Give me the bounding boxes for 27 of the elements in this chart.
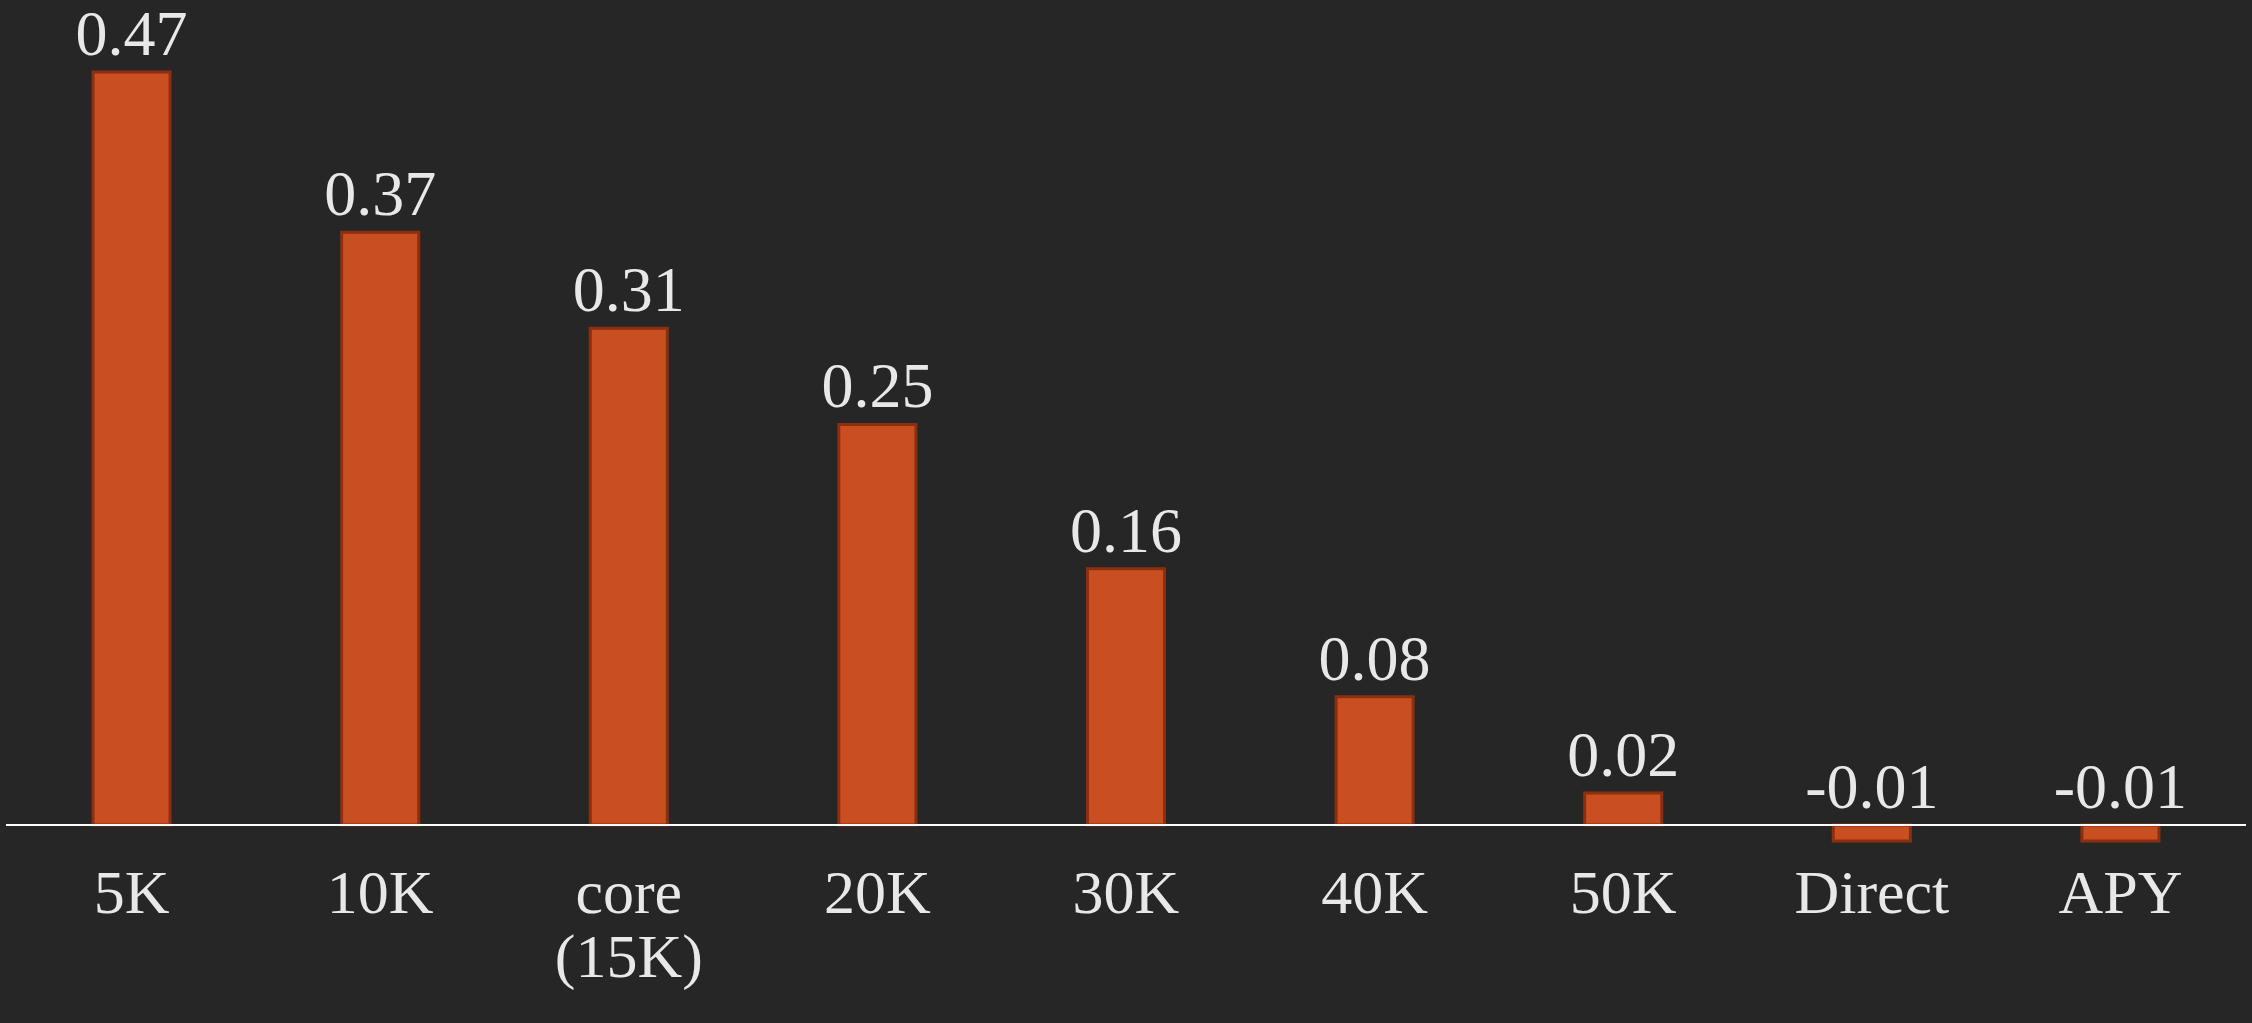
bar (837, 422, 918, 827)
data-label: 0.02 (1567, 718, 1680, 790)
x-tick-label: 5K (93, 857, 170, 926)
x-tick-label: 10K (326, 857, 434, 926)
bar (91, 70, 172, 827)
bar (588, 326, 669, 827)
data-label: 0.37 (324, 158, 437, 230)
x-tick-label: 20K (824, 857, 931, 926)
bar (2080, 823, 2161, 843)
data-label: 0.31 (572, 254, 685, 326)
bar (1831, 823, 1912, 843)
bar (1085, 567, 1167, 827)
data-label: -0.01 (2053, 750, 2188, 822)
data-label: 0.47 (75, 0, 188, 69)
bar (340, 230, 421, 827)
data-label: 0.16 (1070, 494, 1182, 566)
x-tick-label: 50K (1569, 857, 1677, 926)
x-tick-label: 40K (1321, 857, 1429, 926)
x-tick-label: core (15K) (554, 857, 703, 991)
data-label: 0.25 (821, 350, 934, 422)
bar (1583, 791, 1664, 827)
x-tick-label: APY (2058, 857, 2183, 926)
bar (1334, 695, 1415, 827)
x-tick-label: 30K (1072, 857, 1180, 926)
data-label: 0.08 (1318, 622, 1431, 694)
data-label: -0.01 (1805, 750, 1939, 822)
x-tick-label: Direct (1794, 857, 1950, 926)
